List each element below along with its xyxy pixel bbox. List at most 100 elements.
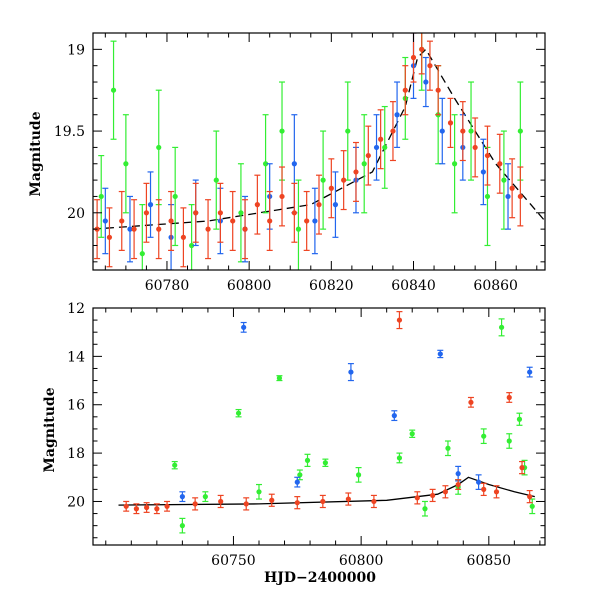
top-data-point <box>394 112 400 118</box>
top-data-point <box>460 128 466 134</box>
bottom-y-tick-label: 20 <box>67 494 85 510</box>
bottom-y-tick-label: 16 <box>67 398 85 414</box>
top-data-point <box>205 226 211 232</box>
bottom-data-point <box>468 399 474 405</box>
bottom-y-tick-label: 14 <box>67 349 85 365</box>
top-data-point <box>484 152 491 159</box>
top-data-point <box>505 193 511 200</box>
top-series-2 <box>94 33 524 268</box>
bottom-data-point <box>172 462 178 468</box>
top-data-point <box>353 169 359 175</box>
bottom-data-point <box>422 506 428 512</box>
top-data-point <box>312 218 318 224</box>
top-data-point <box>402 87 408 93</box>
top-data-point <box>484 193 491 200</box>
top-data-point <box>427 63 433 69</box>
top-data-point <box>328 185 334 191</box>
bottom-data-layer <box>118 311 536 534</box>
bottom-data-point <box>519 465 525 471</box>
top-data-point <box>295 226 302 232</box>
top-data-point <box>517 193 523 200</box>
top-data-point <box>230 218 236 224</box>
top-data-point <box>480 169 486 175</box>
bottom-data-point <box>498 324 505 330</box>
top-data-point <box>123 161 129 167</box>
top-data-point <box>447 120 454 126</box>
top-x-tick-label: 60820 <box>309 278 354 294</box>
bottom-data-point <box>506 438 512 444</box>
top-data-point <box>410 54 417 61</box>
top-data-point <box>452 161 458 167</box>
bottom-data-point <box>529 503 535 509</box>
bottom-data-point <box>164 503 170 509</box>
bottom-data-point <box>506 394 512 401</box>
bottom-series-2 <box>123 311 533 515</box>
bottom-data-point <box>396 455 403 461</box>
top-data-point <box>143 210 150 216</box>
top-x-tick-label: 60800 <box>227 278 272 294</box>
top-data-point <box>279 193 285 200</box>
top-plot-area: 60780 60800 60820 60840 60860 19 19.5 20 <box>54 32 546 294</box>
bottom-data-point <box>455 471 461 477</box>
top-data-point <box>361 161 367 167</box>
bottom-panel: Magnitude HJD−2400000 60750 60800 60850 12 1… <box>42 301 546 586</box>
top-data-point <box>213 177 219 183</box>
bottom-data-point <box>527 494 533 500</box>
bottom-data-point <box>481 433 487 439</box>
top-data-point <box>423 79 429 85</box>
bottom-data-point <box>123 503 129 509</box>
bottom-data-point <box>322 460 328 466</box>
top-y-axis-label: Magnitude <box>28 111 44 196</box>
top-data-point <box>262 161 269 167</box>
top-data-point <box>378 136 384 142</box>
bottom-data-point <box>445 445 451 451</box>
bottom-data-point <box>391 413 397 419</box>
bottom-data-point <box>243 501 249 507</box>
bottom-data-point <box>527 369 533 375</box>
top-y-tick-label: 19 <box>67 42 85 58</box>
top-data-point <box>98 193 104 200</box>
top-x-tick-label: 60780 <box>145 278 190 294</box>
bottom-y-axis-label: Magnitude <box>42 387 58 472</box>
bottom-data-point <box>256 489 262 495</box>
top-data-point <box>316 202 322 208</box>
top-data-point <box>254 202 260 208</box>
bottom-data-point <box>179 523 185 529</box>
top-data-point <box>238 210 244 216</box>
top-data-layer <box>93 33 545 270</box>
bottom-data-point <box>154 506 160 512</box>
bottom-data-point <box>235 410 242 416</box>
top-data-point <box>193 210 199 216</box>
bottom-data-point <box>276 375 283 381</box>
bottom-data-point <box>144 504 150 511</box>
bottom-data-point <box>304 457 311 463</box>
top-data-point <box>119 218 125 224</box>
top-data-point <box>279 128 285 134</box>
top-data-point <box>517 128 523 134</box>
top-y-tick-label: 19.5 <box>54 124 85 140</box>
bottom-data-point <box>294 500 300 506</box>
top-data-point <box>468 128 474 134</box>
top-data-point <box>304 218 310 224</box>
top-data-point <box>419 46 425 52</box>
top-data-point <box>147 202 154 208</box>
top-data-point <box>382 144 388 151</box>
top-data-point <box>127 226 133 232</box>
bottom-data-point <box>269 497 275 503</box>
bottom-data-point <box>294 479 300 485</box>
bottom-x-axis-label: HJD−2400000 <box>264 570 376 586</box>
top-data-point <box>267 218 273 224</box>
bottom-data-point <box>179 494 185 500</box>
bottom-x-tick-label: 60800 <box>339 553 384 569</box>
bottom-data-point <box>455 481 461 488</box>
bottom-data-point <box>414 495 420 501</box>
bottom-data-point <box>218 498 224 505</box>
bottom-data-point <box>355 472 362 478</box>
top-y-tick-label: 20 <box>67 206 85 222</box>
top-data-point <box>291 161 297 167</box>
top-data-point <box>341 177 347 183</box>
top-data-point <box>168 218 174 224</box>
bottom-data-point <box>320 498 326 505</box>
top-data-point <box>320 177 326 183</box>
bottom-x-tick-label: 60850 <box>467 553 512 569</box>
